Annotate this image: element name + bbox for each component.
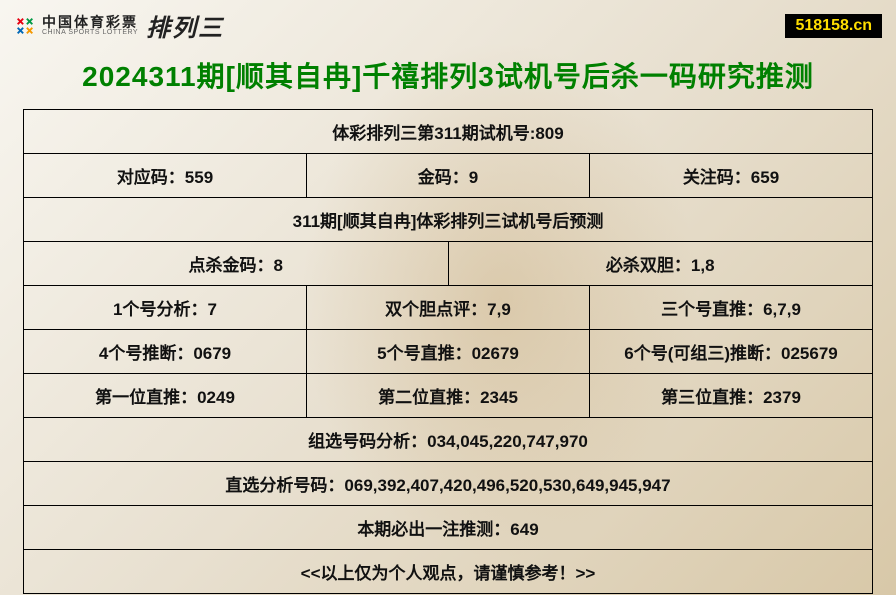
prediction-table: 体彩排列三第311期试机号:809对应码：559金码：9关注码：659311期[…: [23, 109, 873, 594]
table-row: 组选号码分析：034,045,220,747,970: [24, 418, 873, 462]
brand: 中国体育彩票 CHINA SPORTS LOTTERY 排列三: [14, 8, 224, 43]
brand-name-en: CHINA SPORTS LOTTERY: [42, 29, 138, 36]
table-row: 点杀金码：8必杀双胆：1,8: [24, 242, 873, 286]
table-row: 311期[顺其自冉]体彩排列三试机号后预测: [24, 198, 873, 242]
table-cell: 6个号(可组三)推断：025679: [590, 330, 873, 374]
table-cell: 311期[顺其自冉]体彩排列三试机号后预测: [24, 198, 873, 242]
lottery-logo-icon: [14, 15, 36, 37]
table-cell: 三个号直推：6,7,9: [590, 286, 873, 330]
table-cell: 双个胆点评：7,9: [307, 286, 590, 330]
table-cell: 5个号直推：02679: [307, 330, 590, 374]
table-cell: 第二位直推：2345: [307, 374, 590, 418]
table-row: 4个号推断：06795个号直推：026796个号(可组三)推断：025679: [24, 330, 873, 374]
table-cell: 点杀金码：8: [24, 242, 449, 286]
table-cell: 必杀双胆：1,8: [448, 242, 873, 286]
table-row: <<以上仅为个人观点，请谨慎参考！>>: [24, 550, 873, 594]
table-cell: 组选号码分析：034,045,220,747,970: [24, 418, 873, 462]
brand-suffix: 排列三: [146, 8, 224, 43]
table-cell: 体彩排列三第311期试机号:809: [24, 110, 873, 154]
table-cell: 第一位直推：0249: [24, 374, 307, 418]
table-cell: 本期必出一注推测：649: [24, 506, 873, 550]
page-title: 2024311期[顺其自冉]千禧排列3试机号后杀一码研究推测: [0, 47, 896, 109]
table-row: 1个号分析：7双个胆点评：7,9三个号直推：6,7,9: [24, 286, 873, 330]
brand-name-cn: 中国体育彩票: [42, 15, 138, 29]
table-cell: 直选分析号码：069,392,407,420,496,520,530,649,9…: [24, 462, 873, 506]
table-row: 体彩排列三第311期试机号:809: [24, 110, 873, 154]
table-cell: 第三位直推：2379: [590, 374, 873, 418]
table-row: 直选分析号码：069,392,407,420,496,520,530,649,9…: [24, 462, 873, 506]
table-cell: 1个号分析：7: [24, 286, 307, 330]
table-cell: 4个号推断：0679: [24, 330, 307, 374]
table-cell: 金码：9: [307, 154, 590, 198]
table-row: 对应码：559金码：9关注码：659: [24, 154, 873, 198]
table-row: 本期必出一注推测：649: [24, 506, 873, 550]
table-cell: 对应码：559: [24, 154, 307, 198]
header: 中国体育彩票 CHINA SPORTS LOTTERY 排列三 518158.c…: [0, 0, 896, 47]
table-cell: <<以上仅为个人观点，请谨慎参考！>>: [24, 550, 873, 594]
table-row: 第一位直推：0249第二位直推：2345第三位直推：2379: [24, 374, 873, 418]
site-badge[interactable]: 518158.cn: [785, 14, 882, 38]
table-cell: 关注码：659: [590, 154, 873, 198]
